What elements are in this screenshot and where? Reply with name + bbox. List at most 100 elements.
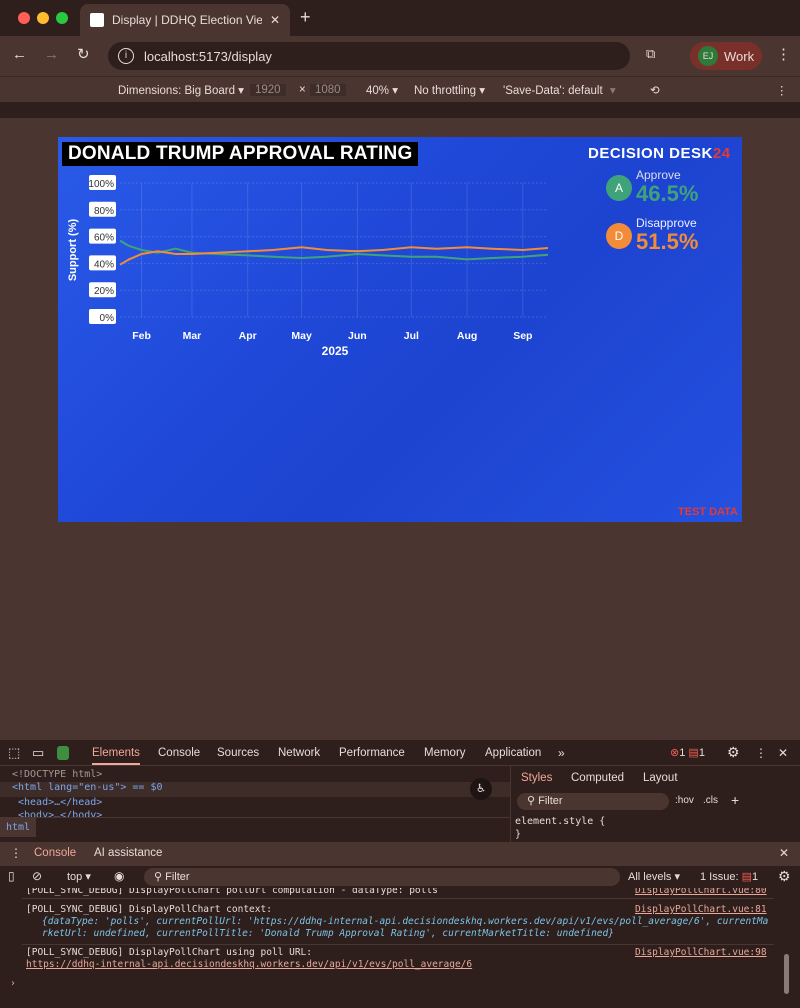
approve-badge: A — [606, 175, 632, 201]
disapprove-label: Disapprove — [636, 216, 697, 230]
back-icon[interactable]: ← — [12, 46, 27, 63]
menu-icon[interactable]: ⋮ — [776, 46, 791, 63]
add-rule-icon[interactable]: + — [731, 792, 740, 808]
log-source-link[interactable]: DisplayPollChart.vue:80 — [635, 888, 767, 896]
new-tab-icon[interactable]: + — [300, 7, 311, 27]
drawer-menu-icon[interactable]: ⋮ — [10, 846, 22, 860]
hov-button[interactable]: :hov — [675, 795, 694, 806]
zoom-select[interactable]: 40% ▾ — [366, 84, 398, 97]
disapprove-badge: D — [606, 223, 632, 249]
close-window-button[interactable] — [18, 12, 30, 24]
width-input[interactable]: 1920 — [250, 83, 286, 96]
browser-tab[interactable]: Display | DDHQ Election View ✕ — [80, 4, 290, 36]
clear-console-icon[interactable]: ⊘ — [32, 869, 43, 883]
devtools-menu-icon[interactable]: ⋮ — [755, 745, 767, 760]
decision-desk-logo: DECISION DESK24 — [588, 145, 731, 162]
tab-styles[interactable]: Styles — [521, 772, 553, 784]
live-expression-icon[interactable]: ◉ — [114, 869, 125, 883]
drawer-tab-ai-assistance[interactable]: AI assistance — [94, 847, 163, 859]
chart-title: DONALD TRUMP APPROVAL RATING — [62, 142, 419, 166]
close-devtools-icon[interactable]: ✕ — [778, 745, 789, 760]
console-filter-input[interactable]: ⚲ Filter — [144, 868, 620, 886]
height-input[interactable]: 1080 — [310, 83, 346, 96]
save-data-select[interactable]: 'Save-Data': default ▾ — [503, 84, 616, 97]
y-tick-box — [89, 255, 116, 271]
console-settings-icon[interactable]: ⚙ — [778, 868, 791, 884]
console-scrollbar[interactable] — [784, 954, 789, 994]
y-tick-box — [89, 309, 116, 324]
sidebar-toggle-icon[interactable]: ▯ — [8, 869, 15, 883]
tab-computed[interactable]: Computed — [571, 772, 625, 784]
tab-console[interactable]: Console — [158, 746, 201, 759]
x-tick-label: Mar — [183, 330, 202, 342]
tab-application[interactable]: Application — [485, 746, 542, 759]
series-line-approve — [119, 239, 549, 261]
minimize-window-button[interactable] — [37, 12, 49, 24]
breadcrumb-html[interactable]: html — [0, 818, 37, 837]
close-tab-icon[interactable]: ✕ — [269, 13, 280, 27]
inspect-icon[interactable]: ⬚ — [8, 744, 21, 760]
search-tab-icon[interactable]: ⧉ — [646, 46, 656, 61]
log-source-link[interactable]: DisplayPollChart.vue:81 — [635, 904, 767, 915]
context-select[interactable]: top ▾ — [67, 871, 91, 883]
favicon-icon — [90, 13, 104, 27]
close-drawer-icon[interactable]: ✕ — [779, 846, 790, 860]
throttling-select[interactable]: No throttling ▾ — [414, 84, 485, 97]
tab-performance[interactable]: Performance — [339, 746, 405, 759]
approve-value: 46.5% — [636, 181, 699, 206]
media-query-ruler[interactable] — [0, 102, 800, 118]
tab-network[interactable]: Network — [278, 746, 321, 759]
reload-icon[interactable]: ↻ — [77, 46, 90, 63]
error-count[interactable]: ⊗1 ▤1 — [670, 747, 705, 759]
cls-button[interactable]: .cls — [703, 795, 718, 806]
issues-button[interactable]: 1 Issue: ▤1 — [700, 871, 759, 883]
y-axis-label: Support (%) — [67, 219, 79, 282]
elements-tree: <!DOCTYPE html> <html lang="en-us"> == $… — [0, 766, 510, 842]
y-tick-box — [89, 282, 116, 298]
element-style-rule: element.style { — [515, 816, 606, 827]
html-node[interactable]: <html lang="en-us"> == $0 — [0, 782, 510, 797]
tab-sources[interactable]: Sources — [217, 746, 260, 759]
dimensions-select[interactable]: Dimensions: Big Board ▾ — [118, 84, 244, 97]
log-source-link[interactable]: DisplayPollChart.vue:98 — [635, 947, 767, 958]
maximize-window-button[interactable] — [56, 12, 68, 24]
save-data-label: 'Save-Data': default — [503, 84, 603, 97]
more-tabs-icon[interactable]: » — [558, 745, 565, 760]
styles-filter-placeholder: Filter — [538, 795, 563, 807]
device-menu-icon[interactable]: ⋮ — [776, 84, 788, 97]
issues-count: 1 — [752, 871, 759, 883]
series-line-disapprove — [119, 246, 549, 266]
vue-devtools-icon[interactable] — [57, 745, 69, 760]
log-url-link[interactable]: https://ddhq-internal-api.decisiondeskhq… — [26, 959, 473, 970]
log-object-detail[interactable]: {dataType: 'polls', currentPollUrl: 'htt… — [42, 916, 769, 939]
tab-memory[interactable]: Memory — [424, 746, 466, 759]
zoom-label: 40% — [366, 84, 390, 97]
body-node[interactable]: <body>…</body> — [18, 810, 103, 818]
error-count-text: 1 — [679, 747, 686, 759]
element-style-close: } — [515, 829, 522, 840]
y-tick-box — [89, 175, 116, 190]
log-message: [POLL_SYNC_DEBUG] DisplayPollChart conte… — [26, 904, 272, 915]
address-bar[interactable]: i localhost:5173/display — [108, 42, 630, 70]
levels-select[interactable]: All levels ▾ — [628, 871, 680, 883]
head-node[interactable]: <head>…</head> — [18, 797, 103, 808]
y-tick-box — [89, 201, 116, 217]
profile-button[interactable]: EJ Work — [690, 42, 762, 70]
accessibility-icon[interactable]: ♿ — [470, 778, 492, 800]
tab-elements[interactable]: Elements — [92, 747, 140, 765]
rotate-icon[interactable]: ⟲ — [650, 84, 660, 97]
device-toolbar: Dimensions: Big Board ▾ 1920 × 1080 40% … — [0, 76, 800, 102]
drawer-tab-console[interactable]: Console — [34, 847, 77, 859]
styles-filter-input[interactable]: ⚲ Filter — [517, 793, 669, 810]
site-info-icon[interactable]: i — [118, 48, 134, 64]
context-label: top — [67, 871, 83, 883]
y-tick-label: 80% — [94, 206, 114, 217]
settings-gear-icon[interactable]: ⚙ — [727, 744, 740, 760]
tab-layout[interactable]: Layout — [643, 772, 678, 784]
console-filter-placeholder: Filter — [165, 871, 190, 883]
forward-icon[interactable]: → — [44, 46, 59, 63]
breadcrumb: html — [0, 817, 510, 842]
log-message: [POLL_SYNC_DEBUG] DisplayPollChart using… — [26, 947, 312, 958]
device-toggle-icon[interactable]: ▭ — [32, 744, 45, 760]
console-prompt-icon[interactable]: › — [10, 978, 16, 989]
